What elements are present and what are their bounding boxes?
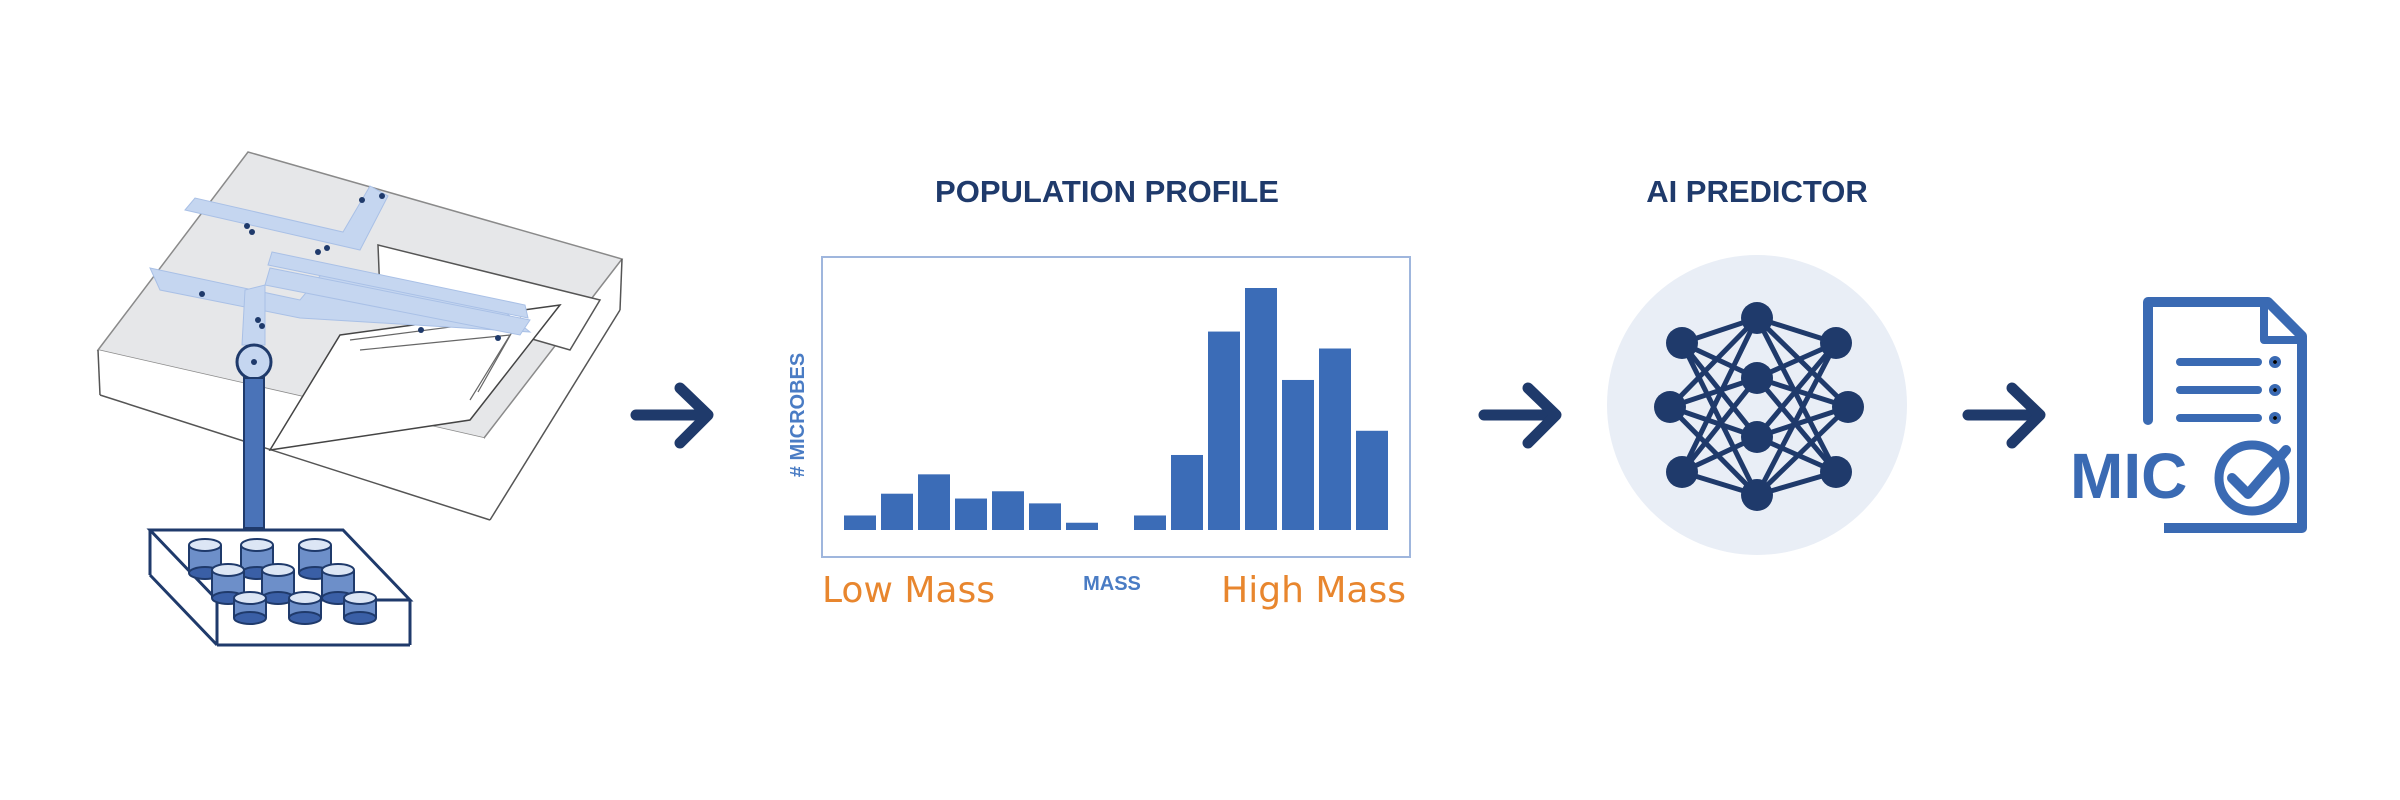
bar-series	[844, 288, 1388, 530]
network-connection	[1755, 405, 1850, 497]
network-node	[1666, 456, 1698, 488]
network-connection	[1679, 316, 1760, 474]
network-connection	[1754, 316, 1839, 474]
histogram-bar	[992, 491, 1024, 530]
report-document-check-icon	[2143, 297, 2307, 533]
network-node	[1654, 391, 1686, 423]
low-mass-label: Low Mass	[822, 570, 995, 611]
population-profile-title: POPULATION PROFILE	[935, 174, 1279, 209]
histogram-bar	[918, 474, 950, 530]
arrow-right-icon	[1962, 382, 2046, 449]
network-node	[1666, 327, 1698, 359]
microfluidic-chip-and-well-plate-icon	[96, 151, 624, 647]
histogram-bar	[1029, 503, 1061, 530]
network-connection	[1668, 405, 1759, 497]
network-connection	[1679, 341, 1760, 497]
histogram-bar	[1245, 288, 1277, 530]
histogram-bar	[844, 515, 876, 530]
histogram-bar	[1134, 515, 1166, 530]
histogram-bar	[1356, 430, 1388, 530]
y-axis-label: # MICROBES	[787, 353, 809, 477]
network-node	[1741, 479, 1773, 511]
histogram-bar	[1171, 454, 1203, 530]
histogram-bar	[881, 493, 913, 530]
network-node	[1832, 391, 1864, 423]
network-node	[1741, 421, 1773, 453]
check-circle-icon	[2214, 440, 2290, 516]
network-connection	[1668, 316, 1759, 409]
histogram-bar	[1282, 379, 1314, 530]
neural-network-icon	[1654, 302, 1864, 511]
high-mass-label: High Mass	[1221, 570, 1406, 611]
ai-predictor-panel: AI PREDICTOR	[1607, 174, 1907, 555]
network-node	[1820, 456, 1852, 488]
histogram-bar	[1208, 331, 1240, 530]
x-axis-label: MASS	[1083, 573, 1141, 595]
network-node	[1741, 362, 1773, 394]
network-node	[1820, 327, 1852, 359]
network-node	[1741, 302, 1773, 334]
mic-label: MIC	[2070, 440, 2187, 512]
network-connection	[1755, 316, 1850, 409]
histogram-bar	[1319, 348, 1351, 530]
network-connection	[1754, 341, 1839, 497]
histogram-bar	[1066, 522, 1098, 530]
histogram-bar	[955, 498, 987, 530]
ai-predictor-title: AI PREDICTOR	[1646, 174, 1868, 209]
population-profile-panel: POPULATION PROFILE # MICROBES MASS Low M…	[787, 174, 1411, 611]
arrow-right-icon	[630, 382, 714, 449]
arrow-right-icon	[1478, 382, 1562, 449]
network-connection	[1755, 341, 1838, 439]
network-connection	[1680, 376, 1759, 474]
